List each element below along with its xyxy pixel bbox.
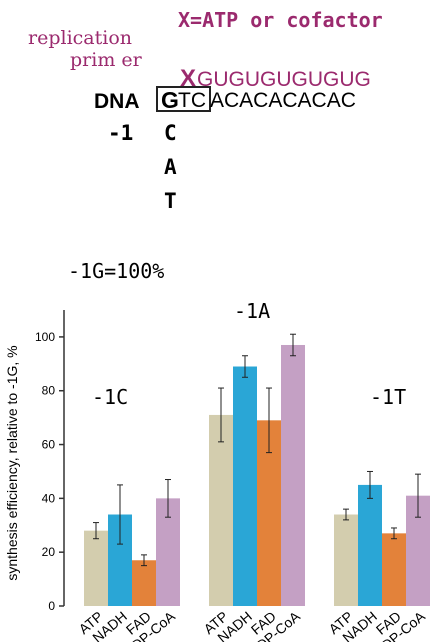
y-axis-label: synthesis efficiency, relative to -1G, % <box>4 345 20 580</box>
bar <box>132 560 156 606</box>
dna-rest: ACACACACAC <box>210 89 356 112</box>
bar <box>358 484 382 606</box>
bar <box>209 414 233 606</box>
bar <box>84 530 108 606</box>
y-tick-label: 100 <box>35 330 55 344</box>
y-tick-label: 20 <box>42 545 56 559</box>
bar <box>382 533 406 606</box>
replication-label-line2: prim er <box>70 49 143 71</box>
reference-annotation: -1G=100% <box>68 259 164 283</box>
template-box <box>156 86 211 112</box>
y-tick-label: 60 <box>42 438 56 452</box>
group-label: -1C <box>92 385 128 409</box>
dna-boxed-tc: TC <box>178 89 206 112</box>
bar-chart: 020406080100-1CATPNADHFADDP-CoA-1AATPNAD… <box>35 299 430 642</box>
group-label: -1A <box>234 299 270 323</box>
variant-base-a: A <box>164 155 177 179</box>
minus1-label: -1 <box>108 121 133 145</box>
x-definition: X=ATP or cofactor <box>178 8 383 32</box>
variant-base-c: C <box>164 121 177 145</box>
replication-label-line1: replication <box>28 27 132 49</box>
group-label: -1T <box>370 385 406 409</box>
y-tick-label: 40 <box>42 491 56 505</box>
bar <box>281 344 305 606</box>
primer-sequence: GUGUGUGUGUG <box>197 68 371 91</box>
variant-base-t: T <box>164 189 177 213</box>
y-tick-label: 0 <box>48 599 55 613</box>
y-tick-label: 80 <box>42 384 56 398</box>
bar <box>334 514 358 606</box>
bar <box>233 366 257 606</box>
primer-x-base: X <box>180 65 196 92</box>
dna-label: DNA <box>94 90 140 113</box>
dna-boxed-g: G <box>161 87 179 113</box>
